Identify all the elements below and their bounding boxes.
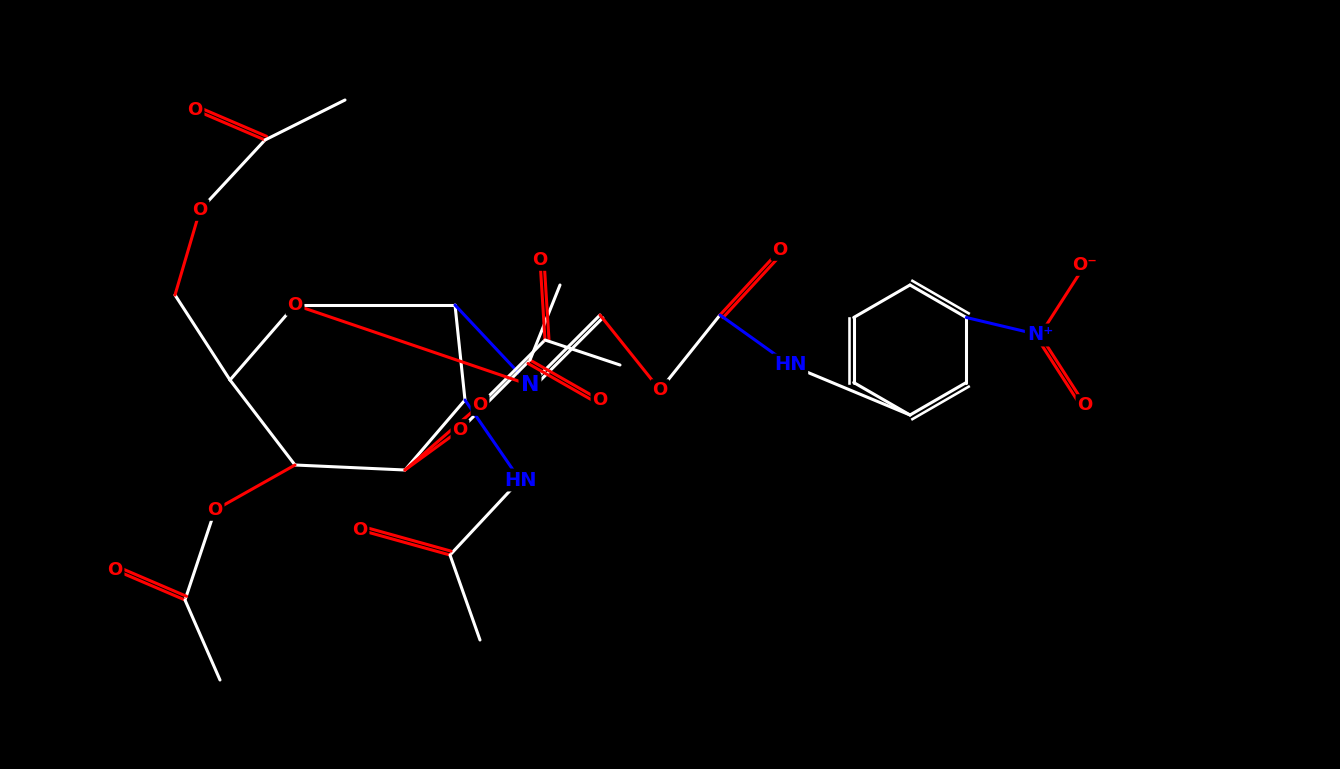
Text: O: O <box>772 241 788 259</box>
Text: O: O <box>532 251 548 269</box>
Text: O: O <box>453 421 468 439</box>
Text: HN: HN <box>504 471 536 490</box>
Text: O⁻: O⁻ <box>1072 256 1097 274</box>
Text: O: O <box>352 521 367 539</box>
Text: O: O <box>188 101 202 119</box>
Text: O: O <box>1077 396 1092 414</box>
Text: N⁺: N⁺ <box>1026 325 1053 345</box>
Text: O: O <box>473 396 488 414</box>
Text: O: O <box>208 501 222 519</box>
Text: O: O <box>107 561 123 579</box>
Text: HN: HN <box>773 355 807 375</box>
Text: N: N <box>521 375 539 395</box>
Text: O: O <box>653 381 667 399</box>
Text: O: O <box>592 391 607 409</box>
Text: O: O <box>287 296 303 314</box>
Text: O: O <box>193 201 208 219</box>
